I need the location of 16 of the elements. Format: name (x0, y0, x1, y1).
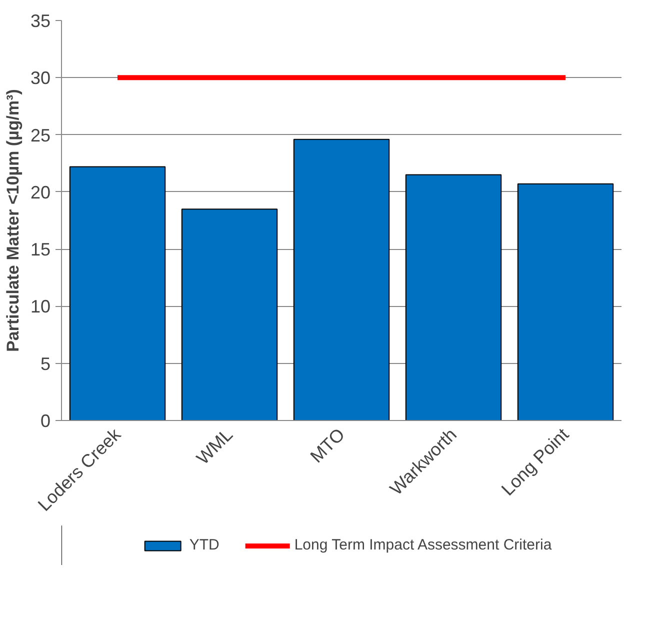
y-tick-label: 35 (30, 11, 51, 31)
y-axis-title: Particulate Matter <10µm (µg/m³) (3, 89, 22, 352)
legend-label: YTD (189, 536, 220, 554)
y-tick-label: 10 (30, 296, 51, 317)
bar (293, 138, 390, 420)
y-tick-label: 15 (30, 240, 51, 260)
y-tick-label: 30 (30, 68, 51, 88)
y-tick-label: 0 (40, 411, 51, 431)
y-tick-label: 25 (30, 125, 51, 146)
y-tick-label: 5 (40, 354, 51, 374)
bar (517, 183, 614, 420)
legend-label: Long Term Impact Assessment Criteria (294, 536, 552, 554)
bar (405, 174, 502, 420)
bar (69, 166, 166, 420)
bar (181, 208, 278, 420)
y-tick-label: 20 (30, 182, 51, 202)
